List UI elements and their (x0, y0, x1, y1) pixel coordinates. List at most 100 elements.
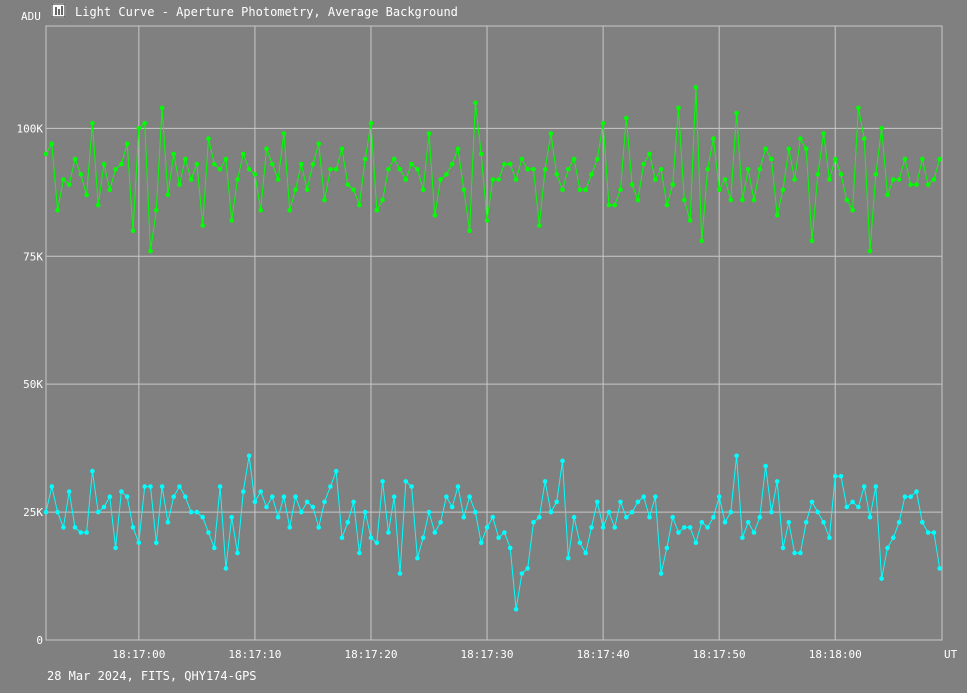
data-point (589, 172, 594, 177)
data-point (235, 177, 240, 182)
data-point (687, 525, 693, 530)
data-point (415, 555, 420, 561)
data-point (531, 520, 536, 525)
data-point (803, 520, 809, 525)
data-point (641, 494, 646, 500)
x-tick-label: 18:17:00 (112, 648, 165, 661)
data-point (815, 509, 821, 515)
data-point (525, 167, 530, 172)
data-point (264, 146, 269, 152)
data-point (188, 177, 194, 182)
data-point (595, 156, 600, 162)
data-point (258, 207, 264, 213)
data-point (699, 520, 705, 525)
data-point (270, 494, 275, 500)
data-point (217, 484, 223, 489)
data-point (188, 509, 194, 515)
data-point (896, 520, 902, 525)
data-point (885, 545, 890, 551)
data-point (171, 494, 176, 500)
series-0 (43, 85, 942, 254)
data-point (583, 187, 588, 192)
data-point (624, 115, 629, 121)
data-point (473, 509, 478, 515)
data-point (519, 156, 525, 162)
data-point (107, 494, 113, 500)
data-point (716, 187, 722, 192)
data-point (711, 514, 716, 520)
data-point (426, 131, 432, 136)
data-point (449, 504, 455, 510)
data-point (751, 197, 757, 203)
data-point (676, 105, 681, 111)
data-point (728, 197, 734, 203)
data-point (380, 197, 385, 203)
data-point (798, 136, 803, 141)
data-point (154, 540, 159, 546)
data-point (328, 484, 333, 489)
data-point (275, 514, 281, 520)
data-point (560, 458, 565, 464)
data-point (502, 530, 507, 535)
data-point (444, 494, 449, 500)
data-point (316, 141, 322, 146)
data-point (885, 192, 890, 198)
data-point (461, 187, 467, 192)
data-point (304, 499, 310, 505)
data-point (693, 540, 699, 546)
y-tick-labels: 0 25K 50K 75K 100K (17, 122, 44, 647)
x-tick-label: 18:17:40 (577, 648, 630, 661)
data-point (722, 520, 728, 525)
data-point (357, 550, 362, 556)
data-point (914, 182, 919, 187)
data-point (159, 484, 165, 489)
data-point (803, 146, 809, 152)
data-point (566, 555, 571, 561)
data-point (304, 187, 310, 192)
data-point (206, 530, 211, 535)
data-point (595, 499, 600, 505)
data-point (647, 151, 652, 157)
data-point (780, 545, 786, 551)
data-point (676, 530, 681, 535)
data-point (66, 489, 72, 494)
data-point (513, 177, 519, 182)
data-point (148, 484, 153, 489)
data-point (734, 110, 739, 116)
data-point (571, 156, 577, 162)
data-point (670, 182, 675, 187)
data-point (386, 530, 391, 535)
data-point (299, 161, 304, 167)
data-point (844, 504, 850, 510)
data-point (728, 509, 734, 515)
data-point (333, 468, 339, 474)
data-point (531, 167, 536, 172)
data-point (275, 177, 281, 182)
data-point (391, 156, 397, 162)
data-point (548, 509, 554, 515)
series-line (45, 87, 941, 252)
data-point (130, 525, 136, 530)
data-point (113, 545, 118, 551)
data-point (716, 494, 722, 500)
data-point (653, 177, 658, 182)
data-point (136, 540, 142, 546)
data-point (386, 167, 391, 172)
data-point (43, 151, 49, 157)
data-point (914, 489, 919, 494)
data-point (246, 453, 252, 459)
data-point (159, 105, 165, 111)
data-point (333, 167, 339, 172)
data-point (299, 509, 304, 515)
data-point (101, 161, 107, 167)
app-icon[interactable] (51, 3, 66, 18)
data-point (745, 520, 751, 525)
data-point (612, 525, 617, 530)
data-point (600, 525, 606, 530)
data-point (432, 213, 438, 218)
data-point (229, 514, 234, 520)
data-point (832, 474, 838, 479)
data-point (815, 172, 821, 177)
data-point (380, 479, 385, 484)
data-point (891, 535, 896, 540)
